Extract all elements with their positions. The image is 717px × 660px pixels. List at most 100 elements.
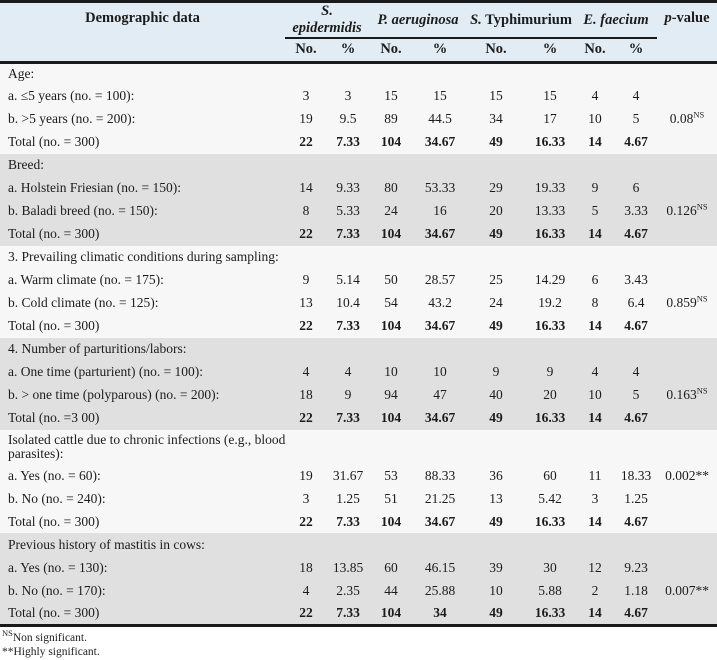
organism-name-italic: S. epidermidis [292, 3, 362, 36]
table-row: a. Yes (no. = 60): 19 31.67 53 88.33 36 60 11 18… [0, 464, 717, 488]
value-cell: 6 [615, 177, 658, 200]
p-value-italic: p [664, 10, 672, 26]
organism-name-italic: P. aeruginosa [377, 11, 459, 28]
value-cell: 4 [575, 361, 616, 384]
value-cell: 10 [369, 361, 413, 384]
subheader-pct: % [413, 38, 467, 62]
p-value-superscript: NS [696, 201, 708, 212]
value-cell: 14 [575, 407, 616, 430]
value-cell: 4.67 [615, 407, 658, 430]
value-cell: 7.33 [327, 131, 369, 154]
table-row: b. Cold climate (no. = 125): 13 10.4 54 43.2… [0, 292, 717, 315]
value-cell: 16.33 [525, 315, 576, 338]
section-title: 4. Number of parturitions/labors: [0, 338, 717, 361]
section-header-row: Previous history of mastitis in cows: [0, 533, 717, 557]
value-cell: 8 [575, 292, 616, 315]
value-cell: 51 [369, 487, 413, 511]
total-row: Total (no. = 300) 22 7.33 104 34.67 49 16.33 14… [0, 315, 717, 338]
p-value-header: p-value [657, 1, 717, 62]
table-row: a. Holstein Friesian (no. = 150): 14 9.33 8… [0, 177, 717, 200]
value-cell: 7.33 [327, 407, 369, 430]
footnote-sup: NS [2, 628, 13, 639]
value-cell: 11 [575, 464, 616, 488]
value-cell: 22 [285, 602, 327, 626]
value-cell: 14.29 [525, 269, 576, 292]
subheader-no: No. [467, 38, 525, 62]
value-cell: 13 [467, 487, 525, 511]
total-row: Total (no. =3 00) 22 7.33 104 34.67 49 16.33 14… [0, 407, 717, 430]
value-cell: 18 [285, 556, 327, 580]
section-header-row: 3. Prevailing climatic conditions during… [0, 246, 717, 269]
footnote-text: **Highly significant. [2, 646, 100, 659]
value-cell: 47 [413, 384, 467, 407]
value-cell: 22 [285, 223, 327, 246]
value-cell: 34 [467, 108, 525, 131]
row-label: a. Yes (no. = 130): [0, 556, 285, 580]
value-cell: 60 [525, 464, 576, 488]
value-cell: 3.33 [615, 200, 658, 223]
total-row: Total (no. = 300) 22 7.33 104 34.67 49 16.33 14… [0, 510, 717, 534]
value-cell: 13.85 [327, 556, 369, 580]
value-cell: 10.4 [327, 292, 369, 315]
value-cell: 36 [467, 464, 525, 488]
value-cell: 49 [467, 510, 525, 534]
value-cell: 16.33 [525, 131, 576, 154]
p-value-cell: 0.007** [657, 579, 717, 603]
row-label: Total (no. = 300) [0, 131, 285, 154]
value-cell: 5.14 [327, 269, 369, 292]
value-cell: 34.67 [413, 131, 467, 154]
table-row: b. No (no. = 170): 4 2.35 44 25.88 10 5.88 2 1.1… [0, 579, 717, 603]
value-cell: 19 [285, 464, 327, 488]
value-cell: 30 [525, 556, 576, 580]
table-header: Demographic data S. epidermidis P. aerug… [0, 1, 717, 62]
value-cell: 40 [467, 384, 525, 407]
value-cell: 18.33 [615, 464, 658, 488]
value-cell: 13.33 [525, 200, 576, 223]
demographics-table: Demographic data S. epidermidis P. aerug… [0, 0, 717, 627]
p-value-cell: 0.126NS [657, 200, 717, 223]
value-cell: 49 [467, 223, 525, 246]
value-cell: 34 [413, 602, 467, 626]
value-cell: 15 [467, 85, 525, 108]
p-value-cell [657, 487, 717, 511]
table-row: b. No (no. = 240): 3 1.25 51 21.25 13 5.42 3 1.2… [0, 487, 717, 511]
section-title: 3. Prevailing climatic conditions during… [0, 246, 717, 269]
value-cell: 15 [525, 85, 576, 108]
table-row: b. >5 years (no. = 200): 19 9.5 89 44.5 34 17 1… [0, 108, 717, 131]
p-value-cell [657, 131, 717, 154]
subheader-pct: % [525, 38, 576, 62]
section-title: Previous history of mastitis in cows: [0, 533, 717, 557]
value-cell: 7.33 [327, 315, 369, 338]
value-cell: 13 [285, 292, 327, 315]
value-cell: 4 [615, 85, 658, 108]
value-cell: 25.88 [413, 579, 467, 603]
value-cell: 22 [285, 407, 327, 430]
table-row: b. > one time (polyparous) (no. = 200): 1… [0, 384, 717, 407]
row-label: b. Cold climate (no. = 125): [0, 292, 285, 315]
p-value-cell [657, 85, 717, 108]
value-cell: 20 [525, 384, 576, 407]
value-cell: 49 [467, 131, 525, 154]
value-cell: 34.67 [413, 223, 467, 246]
value-cell: 1.25 [615, 487, 658, 511]
value-cell: 46.15 [413, 556, 467, 580]
value-cell: 104 [369, 602, 413, 626]
value-cell: 60 [369, 556, 413, 580]
value-cell: 16.33 [525, 223, 576, 246]
value-cell: 9 [327, 384, 369, 407]
value-cell: 14 [575, 602, 616, 626]
value-cell: 3 [285, 487, 327, 511]
organism-header-e-faecium: E. faecium [575, 1, 658, 39]
table-row: a. One time (parturient) (no. = 100): 4 4 1… [0, 361, 717, 384]
organism-header-s-epidermidis: S. epidermidis [285, 1, 369, 39]
row-label: a. ≤5 years (no. = 100): [0, 85, 285, 108]
value-cell: 5.33 [327, 200, 369, 223]
organism-name-upright: Typhimurium [481, 11, 572, 28]
section-header-row: Isolated cattle due to chronic infection… [0, 430, 717, 465]
footnotes: NSNon significant. **Highly significant. [0, 627, 717, 660]
value-cell: 7.33 [327, 223, 369, 246]
value-cell: 9 [525, 361, 576, 384]
value-cell: 14 [575, 315, 616, 338]
value-cell: 1.18 [615, 579, 658, 603]
value-cell: 104 [369, 407, 413, 430]
